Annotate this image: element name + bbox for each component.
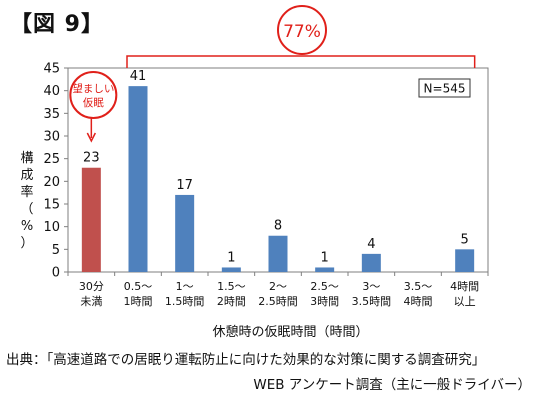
- x-tick-label: 2.5～: [310, 280, 339, 293]
- x-tick-label: 30分: [79, 280, 104, 293]
- data-label-0: 23: [83, 151, 100, 166]
- bracket-77: [126, 55, 476, 68]
- x-tick-label: 4時間: [404, 295, 433, 308]
- x-tick-label: 2～: [269, 280, 287, 293]
- source-line-2: WEB アンケート調査（主に一般ドライバー）: [253, 377, 531, 393]
- data-label-8: 5: [461, 232, 469, 247]
- highlight-note-text: 仮眠: [83, 96, 104, 109]
- x-axis-label-text: 休憩時の仮眠時間（時間）: [212, 325, 369, 340]
- bar-5: [315, 267, 335, 272]
- highlight-note-text: 望ましい: [72, 82, 114, 95]
- legend-box: [418, 78, 471, 98]
- x-tick-label: 3.5時間: [352, 295, 392, 308]
- y-tick-label: 30: [43, 130, 60, 145]
- bar-2: [175, 194, 195, 272]
- x-tick-label: 0.5～: [124, 280, 153, 293]
- y-tick-label: 45: [43, 62, 60, 77]
- y-axis-label-char: 率: [20, 185, 34, 200]
- bar-6: [361, 253, 381, 272]
- x-tick-label: 4時間: [450, 280, 479, 293]
- bar-4: [268, 235, 288, 272]
- y-axis-label-char: ）: [20, 236, 34, 251]
- x-tick-label: 2.5時間: [258, 295, 298, 308]
- bar-3: [221, 267, 241, 272]
- y-axis-label-char: %: [20, 219, 34, 234]
- y-tick-label: 5: [52, 243, 60, 258]
- y-tick-label: 15: [43, 198, 60, 213]
- y-axis-label: 構成率 （% ）: [18, 150, 36, 252]
- x-tick-label: 1～: [176, 280, 194, 293]
- x-tick-label: 1.5～: [217, 280, 246, 293]
- x-tick-label: 3時間: [310, 295, 339, 308]
- y-tick-label: 20: [43, 175, 60, 190]
- data-label-4: 8: [274, 219, 282, 234]
- data-label-5: 1: [321, 250, 329, 265]
- bar-0: [81, 167, 101, 272]
- x-tick-label: 3～: [362, 280, 380, 293]
- bar-1: [128, 86, 148, 272]
- figure-title: 【図 9】: [10, 12, 104, 37]
- highlight-arrow-head: [86, 132, 97, 143]
- x-tick-label: 1.5時間: [165, 295, 205, 308]
- data-label-3: 1: [227, 250, 235, 265]
- y-tick-label: 35: [43, 107, 60, 122]
- highlight-note-circle: [69, 71, 118, 119]
- x-tick-label: 未満: [80, 295, 102, 308]
- data-label-6: 4: [367, 237, 375, 252]
- x-tick-label: 3.5～: [404, 280, 433, 293]
- legend-text: N=545: [424, 82, 466, 96]
- x-tick-label: 2時間: [217, 295, 246, 308]
- y-tick-label: 0: [52, 266, 60, 281]
- bracket-label: 77%: [283, 22, 321, 42]
- data-label-2: 17: [176, 178, 193, 193]
- y-axis-label-char: （: [20, 202, 34, 217]
- x-axis-label: 休憩時の仮眠時間（時間）: [0, 321, 551, 340]
- bar-8: [455, 249, 475, 272]
- bracket-circle: [277, 5, 327, 55]
- data-label-1: 41: [130, 69, 147, 84]
- y-axis-label-char: 成: [20, 168, 34, 183]
- x-tick-label: 以上: [454, 295, 476, 308]
- y-tick-label: 25: [43, 152, 60, 167]
- y-axis-label-char: 構: [20, 151, 34, 166]
- x-tick-label: 1時間: [124, 295, 153, 308]
- y-tick-label: 40: [43, 84, 60, 99]
- y-tick-label: 10: [43, 220, 60, 235]
- source-line-1: 出典：「高速道路での居眠り運転防止に向けた効果的な対策に関する調査研究」: [6, 352, 486, 368]
